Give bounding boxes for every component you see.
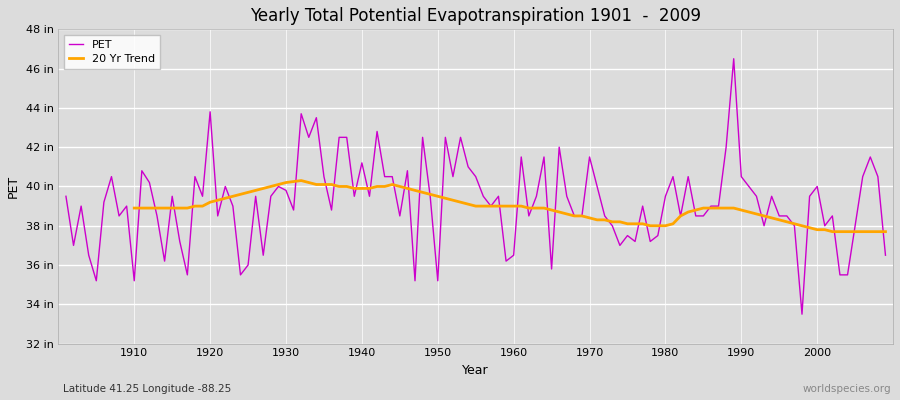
20 Yr Trend <box>584 216 595 220</box>
20 Yr Trend <box>296 178 307 183</box>
X-axis label: Year: Year <box>463 364 489 377</box>
Y-axis label: PET: PET <box>7 175 20 198</box>
Text: worldspecies.org: worldspecies.org <box>803 384 891 394</box>
20 Yr Trend <box>858 229 868 234</box>
PET <box>599 214 610 218</box>
PET <box>796 312 807 316</box>
PET <box>728 56 739 61</box>
PET <box>288 208 299 212</box>
20 Yr Trend <box>827 229 838 234</box>
Legend: PET, 20 Yr Trend: PET, 20 Yr Trend <box>64 35 160 70</box>
20 Yr Trend <box>311 182 322 187</box>
20 Yr Trend <box>880 229 891 234</box>
PET <box>508 253 519 258</box>
20 Yr Trend <box>524 206 535 210</box>
PET <box>500 259 511 264</box>
20 Yr Trend <box>273 182 284 187</box>
20 Yr Trend <box>129 206 140 210</box>
PET <box>60 194 71 199</box>
PET <box>122 204 132 208</box>
Title: Yearly Total Potential Evapotranspiration 1901  -  2009: Yearly Total Potential Evapotranspiratio… <box>250 7 701 25</box>
Text: Latitude 41.25 Longitude -88.25: Latitude 41.25 Longitude -88.25 <box>63 384 231 394</box>
PET <box>880 253 891 258</box>
Line: PET: PET <box>66 59 886 314</box>
20 Yr Trend <box>834 229 845 234</box>
Line: 20 Yr Trend: 20 Yr Trend <box>134 180 886 232</box>
PET <box>334 135 345 140</box>
